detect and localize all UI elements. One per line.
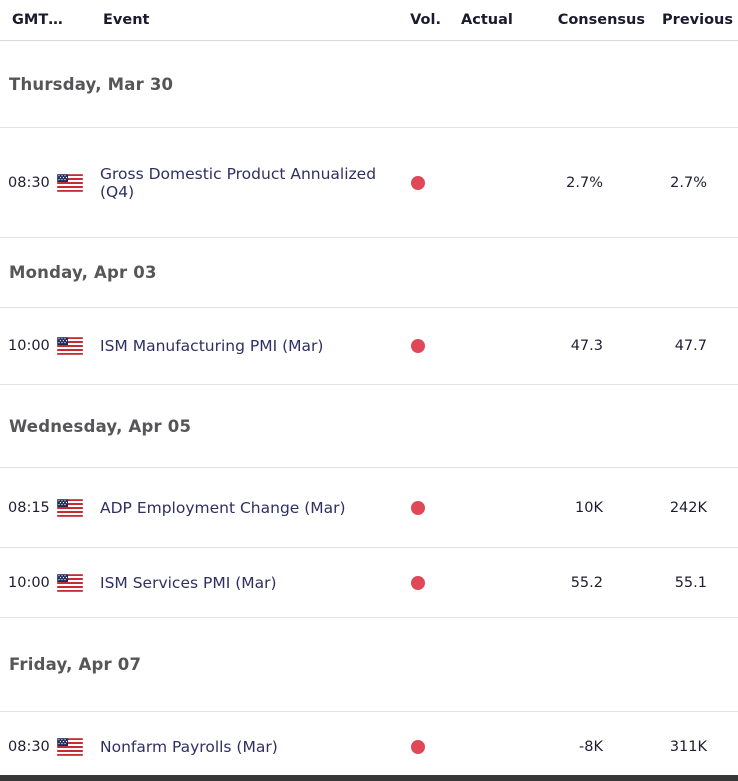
section-date-label: Monday, Apr 03 bbox=[9, 263, 157, 282]
column-header-event: Event bbox=[103, 12, 150, 28]
section-header-friday-apr-07: Friday, Apr 07 bbox=[0, 618, 738, 712]
event-previous-value: 47.7 bbox=[674, 338, 707, 354]
event-previous-value: 311K bbox=[669, 738, 707, 755]
volatility-high-dot-icon bbox=[410, 175, 425, 190]
event-name-link[interactable]: ADP Employment Change (Mar) bbox=[100, 498, 346, 517]
event-name-link[interactable]: Nonfarm Payrolls (Mar) bbox=[100, 737, 278, 756]
event-time: 08:30 bbox=[8, 174, 50, 191]
event-name-link[interactable]: ISM Manufacturing PMI (Mar) bbox=[100, 337, 324, 355]
section-date-label: Thursday, Mar 30 bbox=[9, 74, 174, 94]
flag-cell bbox=[55, 337, 100, 355]
section-header-wednesday-apr-05: Wednesday, Apr 05 bbox=[0, 385, 738, 468]
flag-cell bbox=[55, 573, 100, 592]
flag-cell bbox=[55, 737, 100, 756]
event-consensus-value: 55.2 bbox=[570, 574, 603, 591]
event-row-ism-manufacturing-pmi[interactable]: 10:00 ISM Manufacturing PMI (Mar) 47.3 4… bbox=[0, 308, 738, 385]
event-row-nonfarm-payrolls[interactable]: 08:30 Nonfarm Payrolls (Mar) -8K 311K bbox=[0, 712, 738, 781]
event-time: 08:30 bbox=[8, 738, 50, 755]
event-previous-value: 2.7% bbox=[670, 174, 707, 191]
us-flag-icon bbox=[55, 337, 83, 355]
us-flag-icon bbox=[55, 737, 83, 756]
event-previous-value: 55.1 bbox=[674, 574, 707, 591]
column-header-gmt[interactable]: GMT… bbox=[12, 12, 63, 28]
event-row-adp-employment-change[interactable]: 08:15 ADP Employment Change (Mar) 10K 24… bbox=[0, 468, 738, 548]
event-consensus-value: -8K bbox=[579, 738, 603, 755]
section-header-monday-apr-03: Monday, Apr 03 bbox=[0, 238, 738, 308]
us-flag-icon bbox=[55, 498, 83, 517]
event-consensus-value: 47.3 bbox=[570, 338, 603, 354]
volatility-high-dot-icon bbox=[410, 575, 425, 590]
column-header-consensus: Consensus bbox=[557, 12, 645, 28]
column-header-vol: Vol. bbox=[410, 12, 441, 28]
volatility-high-dot-icon bbox=[410, 339, 425, 353]
us-flag-icon bbox=[55, 173, 83, 192]
flag-cell bbox=[55, 173, 100, 192]
event-name-link[interactable]: ISM Services PMI (Mar) bbox=[100, 573, 277, 592]
volatility-high-dot-icon bbox=[410, 739, 425, 754]
event-consensus-value: 2.7% bbox=[566, 174, 603, 191]
calendar-column-header: GMT… Event Vol. Actual Consensus Previou… bbox=[0, 0, 738, 41]
section-date-label: Wednesday, Apr 05 bbox=[9, 416, 192, 436]
event-name-link[interactable]: Gross Domestic Product Annualized (Q4) bbox=[100, 164, 377, 201]
volatility-high-dot-icon bbox=[410, 500, 425, 515]
event-previous-value: 242K bbox=[669, 499, 707, 516]
column-header-actual: Actual bbox=[461, 12, 513, 28]
section-date-label: Friday, Apr 07 bbox=[9, 655, 142, 674]
section-header-thursday-mar-30: Thursday, Mar 30 bbox=[0, 41, 738, 128]
event-consensus-value: 10K bbox=[575, 499, 603, 516]
flag-cell bbox=[55, 498, 100, 517]
us-flag-icon bbox=[55, 573, 83, 592]
event-time: 08:15 bbox=[8, 499, 50, 516]
event-time: 10:00 bbox=[8, 338, 50, 354]
column-header-previous: Previous bbox=[662, 12, 733, 28]
event-time: 10:00 bbox=[8, 574, 50, 591]
page-section-divider-bar bbox=[0, 775, 738, 781]
event-row-gdp-annualized[interactable]: 08:30 Gross Domestic Product Annualized … bbox=[0, 128, 738, 238]
event-row-ism-services-pmi[interactable]: 10:00 ISM Services PMI (Mar) 55.2 55.1 bbox=[0, 548, 738, 618]
